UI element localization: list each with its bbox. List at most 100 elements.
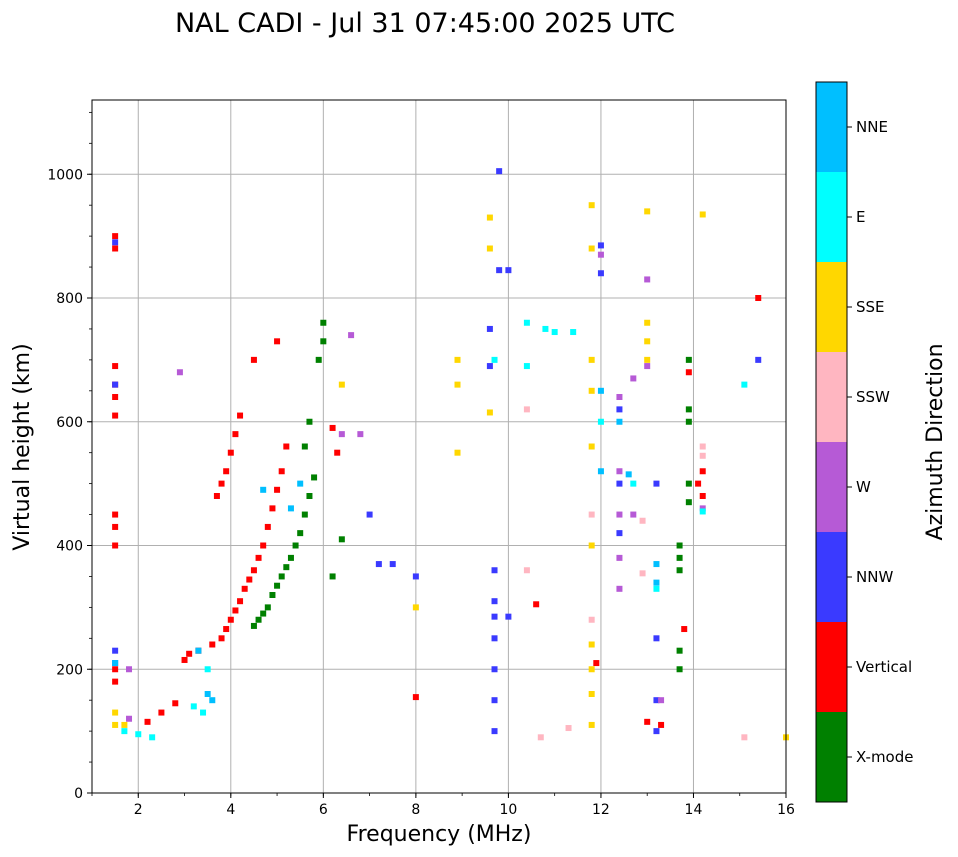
data-point xyxy=(269,505,276,512)
colorbar-category-label: Vertical xyxy=(856,658,912,676)
colorbar-category-label: W xyxy=(856,478,871,496)
data-marks xyxy=(112,168,789,741)
data-point xyxy=(588,202,595,209)
colorbar-category-label: SSW xyxy=(856,388,890,406)
data-point xyxy=(685,499,692,506)
data-point xyxy=(639,570,646,577)
data-point xyxy=(260,610,267,617)
data-point xyxy=(112,363,119,370)
data-point xyxy=(699,468,706,475)
data-point xyxy=(491,728,498,735)
data-point xyxy=(644,363,651,370)
data-point xyxy=(597,270,604,277)
data-point xyxy=(204,666,211,673)
data-point xyxy=(616,418,623,425)
data-point xyxy=(264,604,271,611)
data-point xyxy=(112,511,119,518)
data-point xyxy=(505,613,512,620)
data-point xyxy=(204,691,211,697)
data-point xyxy=(597,242,604,249)
data-point xyxy=(699,508,706,515)
data-point xyxy=(676,666,683,673)
data-point xyxy=(653,697,660,704)
data-point xyxy=(523,363,530,370)
data-point xyxy=(232,607,239,614)
data-point xyxy=(112,678,119,685)
data-point xyxy=(639,517,646,524)
data-point xyxy=(274,338,281,345)
data-point xyxy=(741,734,748,741)
data-point xyxy=(112,245,119,252)
data-point xyxy=(699,452,706,459)
data-point xyxy=(338,536,345,543)
data-point xyxy=(755,295,762,301)
data-point xyxy=(121,728,128,735)
data-point xyxy=(653,635,660,642)
data-point xyxy=(283,564,290,571)
data-point xyxy=(329,573,336,580)
series-e xyxy=(121,319,748,741)
data-point xyxy=(658,697,665,704)
data-point xyxy=(616,406,623,413)
colorbar-frame xyxy=(815,81,848,803)
data-point xyxy=(593,660,600,667)
series-vertical xyxy=(112,233,762,728)
data-point xyxy=(537,734,544,741)
data-point xyxy=(505,267,512,274)
data-point xyxy=(653,480,660,487)
data-point xyxy=(486,245,493,252)
data-point xyxy=(278,468,285,475)
data-point xyxy=(630,480,637,487)
data-point xyxy=(112,721,119,728)
data-point xyxy=(412,604,419,611)
data-point xyxy=(570,329,577,336)
data-point xyxy=(653,728,660,735)
data-point xyxy=(644,208,651,215)
data-point xyxy=(681,626,688,633)
data-point xyxy=(320,319,327,326)
data-point xyxy=(685,369,692,376)
chart-title: NAL CADI - Jul 31 07:45:00 2025 UTC xyxy=(175,8,675,39)
data-point xyxy=(491,666,498,673)
x-tick-label: 2 xyxy=(134,802,143,818)
data-point xyxy=(644,718,651,725)
data-point xyxy=(699,493,706,499)
data-point xyxy=(218,480,225,487)
y-axis-label: Virtual height (km) xyxy=(10,343,35,550)
plot-frame xyxy=(91,99,787,794)
y-tick-label: 0 xyxy=(74,786,83,802)
y-tick-label: 600 xyxy=(56,415,83,431)
data-point xyxy=(412,694,419,701)
data-point xyxy=(658,721,665,728)
data-point xyxy=(181,656,188,663)
x-tick-label: 14 xyxy=(685,802,703,818)
data-point xyxy=(250,356,257,363)
data-point xyxy=(269,592,276,598)
data-point xyxy=(491,635,498,642)
data-point xyxy=(334,449,341,456)
data-point xyxy=(246,576,253,583)
data-point xyxy=(685,356,692,363)
data-point xyxy=(630,375,637,382)
colorbar-category-label: NNE xyxy=(856,118,888,136)
data-point xyxy=(676,567,683,574)
data-point xyxy=(454,356,461,363)
data-point xyxy=(491,356,498,363)
data-point xyxy=(644,319,651,326)
data-point xyxy=(227,616,234,623)
x-tick-label: 6 xyxy=(319,802,328,818)
data-point xyxy=(486,363,493,370)
data-point xyxy=(227,449,234,456)
colorbar-segment xyxy=(816,352,847,442)
data-point xyxy=(630,511,637,518)
data-point xyxy=(616,480,623,487)
data-point xyxy=(112,647,119,654)
data-point xyxy=(329,424,336,431)
plot-area: 2 4 6 8 10 12 14 16 0 200 400 600 800 1000 xyxy=(47,99,795,818)
data-point xyxy=(186,650,193,657)
data-point xyxy=(597,251,604,258)
series-nne xyxy=(112,387,660,704)
data-point xyxy=(486,214,493,221)
colorbar-label: Azimuth Direction xyxy=(923,343,948,540)
data-point xyxy=(486,409,493,416)
